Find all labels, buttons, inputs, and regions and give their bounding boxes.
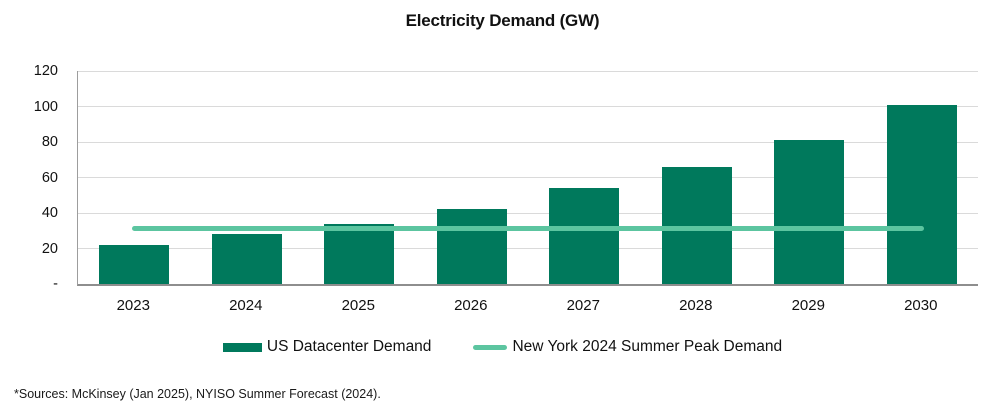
legend-label: US Datacenter Demand [266, 338, 432, 355]
bar-2028 [661, 166, 732, 284]
plot-area [77, 70, 978, 286]
bar-2030 [886, 104, 957, 284]
bar-2027 [549, 188, 620, 284]
x-tick-label-2026: 2026 [454, 297, 488, 314]
y-tick-label-60: 60 [41, 169, 58, 186]
y-tick-label-40: 40 [41, 205, 58, 221]
y-tick-label-80: 80 [41, 134, 58, 150]
gridline-80 [78, 141, 978, 143]
x-tick-label-2027: 2027 [566, 297, 600, 314]
legend-item-us-datacenter-demand: US Datacenter Demand [222, 338, 432, 356]
y-tick-label-20: 20 [41, 240, 58, 257]
ny-peak-demand-line [132, 225, 924, 231]
x-tick-label-2028: 2028 [679, 297, 713, 314]
source-note: *Sources: McKinsey (Jan 2025), NYISO Sum… [14, 387, 381, 401]
gridline-40 [78, 212, 978, 214]
bar-swatch [222, 342, 262, 352]
bar-2025 [324, 223, 395, 284]
gridline-100 [78, 106, 978, 107]
bar-2029 [774, 140, 845, 284]
x-tick-label-2024: 2024 [229, 297, 263, 314]
x-tick-label-2029: 2029 [791, 297, 825, 314]
bar-2023 [99, 244, 170, 284]
legend-label: New York 2024 Summer Peak Demand [512, 338, 783, 355]
gridline-120 [78, 70, 978, 72]
gridline-60 [78, 177, 978, 178]
y-tick-label-100: 100 [33, 98, 58, 115]
x-tick-label-2025: 2025 [341, 297, 375, 314]
y-tick-label-120: 120 [33, 63, 58, 79]
gridline-20 [78, 248, 978, 249]
legend-item-ny-peak-demand: New York 2024 Summer Peak Demand [473, 338, 782, 356]
x-tick-label-2023: 2023 [116, 297, 150, 314]
x-tick-label-2030: 2030 [904, 297, 938, 314]
y-axis-labels: - 20 40 60 80 100 120 [0, 63, 58, 292]
y-tick-label-0: - [53, 276, 58, 292]
bar-2024 [211, 234, 282, 284]
legend: US Datacenter Demand New York 2024 Summe… [0, 338, 1005, 356]
line-swatch [473, 344, 508, 350]
chart-title: Electricity Demand (GW) [405, 11, 600, 30]
x-axis-labels: 2023 2024 2025 2026 2027 2028 2029 2030 [77, 296, 977, 316]
bar-2026 [436, 209, 507, 284]
